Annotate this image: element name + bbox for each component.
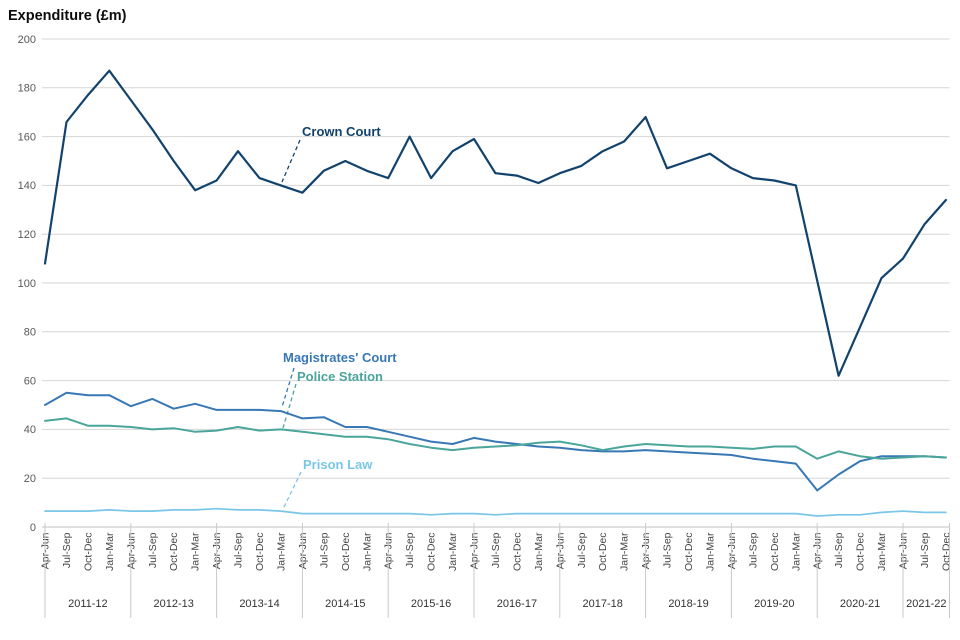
svg-text:2020-21: 2020-21 bbox=[840, 598, 880, 610]
svg-text:Oct-Dec: Oct-Dec bbox=[426, 533, 438, 572]
svg-text:80: 80 bbox=[24, 327, 36, 339]
svg-text:Jul-Sep: Jul-Sep bbox=[833, 532, 845, 568]
svg-text:2012-13: 2012-13 bbox=[154, 598, 194, 610]
svg-text:Oct-Dec: Oct-Dec bbox=[511, 533, 523, 572]
svg-text:2011-12: 2011-12 bbox=[68, 598, 108, 610]
svg-text:Oct-Dec: Oct-Dec bbox=[340, 533, 352, 572]
chart-title: Expenditure (£m) bbox=[8, 8, 127, 24]
series-label-police-station: Police Station bbox=[297, 369, 383, 384]
svg-text:Jul-Sep: Jul-Sep bbox=[404, 532, 416, 568]
svg-text:Jan-Mar: Jan-Mar bbox=[533, 532, 545, 571]
svg-text:2019-20: 2019-20 bbox=[754, 598, 794, 610]
svg-text:2021-22: 2021-22 bbox=[906, 598, 946, 610]
svg-text:140: 140 bbox=[18, 180, 36, 192]
svg-text:Jan-Mar: Jan-Mar bbox=[704, 532, 716, 571]
svg-text:Oct-Dec: Oct-Dec bbox=[855, 533, 867, 572]
svg-text:100: 100 bbox=[18, 278, 36, 290]
svg-text:Jan-Mar: Jan-Mar bbox=[447, 532, 459, 571]
svg-text:Oct-Dec: Oct-Dec bbox=[683, 533, 695, 572]
svg-text:20: 20 bbox=[24, 473, 36, 485]
svg-text:2018-19: 2018-19 bbox=[668, 598, 708, 610]
svg-text:Jul-Sep: Jul-Sep bbox=[147, 532, 159, 568]
series-label-magistrates-court: Magistrates' Court bbox=[283, 350, 397, 365]
svg-text:Jan-Mar: Jan-Mar bbox=[275, 532, 287, 571]
svg-text:Jan-Mar: Jan-Mar bbox=[190, 532, 202, 571]
series-label-prison-law: Prison Law bbox=[303, 457, 373, 472]
svg-text:2017-18: 2017-18 bbox=[583, 598, 623, 610]
svg-text:Jul-Sep: Jul-Sep bbox=[318, 532, 330, 568]
svg-text:Jul-Sep: Jul-Sep bbox=[490, 532, 502, 568]
svg-text:Jul-Sep: Jul-Sep bbox=[233, 532, 245, 568]
svg-text:180: 180 bbox=[18, 83, 36, 95]
svg-text:0: 0 bbox=[30, 522, 36, 534]
svg-text:Oct-Dec: Oct-Dec bbox=[597, 533, 609, 572]
svg-text:60: 60 bbox=[24, 375, 36, 387]
svg-text:Jul-Sep: Jul-Sep bbox=[662, 532, 674, 568]
svg-text:Jul-Sep: Jul-Sep bbox=[919, 532, 931, 568]
svg-text:Jul-Sep: Jul-Sep bbox=[61, 532, 73, 568]
svg-text:Jan-Mar: Jan-Mar bbox=[361, 532, 373, 571]
svg-text:Jul-Sep: Jul-Sep bbox=[747, 532, 759, 568]
svg-text:2013-14: 2013-14 bbox=[239, 598, 279, 610]
svg-text:2015-16: 2015-16 bbox=[411, 598, 451, 610]
svg-text:Jan-Mar: Jan-Mar bbox=[619, 532, 631, 571]
svg-text:Jan-Mar: Jan-Mar bbox=[876, 532, 888, 571]
svg-text:160: 160 bbox=[18, 131, 36, 143]
svg-text:120: 120 bbox=[18, 229, 36, 241]
svg-text:200: 200 bbox=[18, 34, 36, 46]
svg-text:Oct-Dec: Oct-Dec bbox=[940, 533, 952, 572]
series-label-crown-court: Crown Court bbox=[302, 124, 381, 139]
svg-text:40: 40 bbox=[24, 424, 36, 436]
svg-text:Oct-Dec: Oct-Dec bbox=[82, 533, 94, 572]
svg-text:Jan-Mar: Jan-Mar bbox=[104, 532, 116, 571]
svg-text:Oct-Dec: Oct-Dec bbox=[168, 533, 180, 572]
svg-text:Jul-Sep: Jul-Sep bbox=[576, 532, 588, 568]
svg-text:Jan-Mar: Jan-Mar bbox=[790, 532, 802, 571]
svg-text:Oct-Dec: Oct-Dec bbox=[769, 533, 781, 572]
svg-text:2016-17: 2016-17 bbox=[497, 598, 537, 610]
svg-text:2014-15: 2014-15 bbox=[325, 598, 365, 610]
svg-text:Oct-Dec: Oct-Dec bbox=[254, 533, 266, 572]
